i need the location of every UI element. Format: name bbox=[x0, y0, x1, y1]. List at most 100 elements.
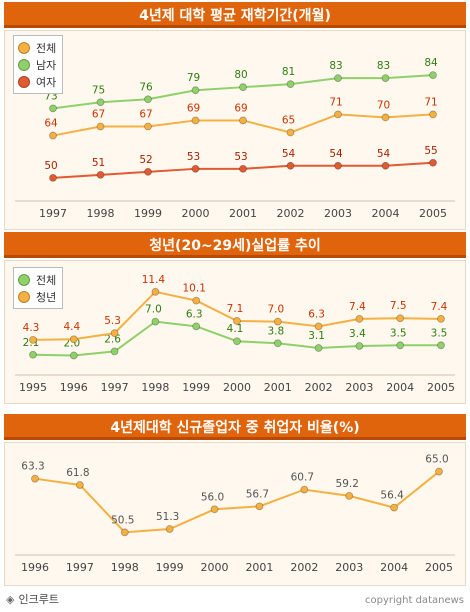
chart1-legend: 전체 남자 여자 bbox=[13, 35, 64, 94]
data-point bbox=[381, 74, 390, 83]
data-point bbox=[191, 164, 200, 173]
data-label: 7.0 bbox=[145, 304, 162, 316]
data-label: 69 bbox=[187, 102, 200, 114]
x-tick-label: 2000 bbox=[223, 381, 251, 394]
data-point bbox=[210, 505, 219, 514]
data-label: 53 bbox=[187, 151, 200, 163]
data-label: 69 bbox=[234, 102, 247, 114]
data-point bbox=[69, 351, 78, 360]
data-label: 53 bbox=[234, 151, 247, 163]
x-tick-label: 1997 bbox=[39, 207, 67, 220]
data-point bbox=[239, 164, 247, 173]
data-label: 71 bbox=[424, 96, 437, 108]
legend-dot-orange bbox=[18, 290, 30, 303]
data-label: 3.1 bbox=[308, 330, 325, 342]
data-point bbox=[396, 341, 405, 350]
chart2-legend: 전체 청년 bbox=[13, 267, 64, 309]
legend-label: 전체 bbox=[36, 273, 57, 287]
x-tick-label: 2005 bbox=[425, 561, 453, 574]
data-label: 61.8 bbox=[66, 467, 89, 479]
data-label: 7.5 bbox=[390, 300, 407, 312]
chart2-title-bar: 청년(20~29세)실업률 추이 bbox=[4, 232, 466, 258]
x-tick-label: 2003 bbox=[335, 561, 363, 574]
data-point bbox=[286, 161, 295, 170]
data-label: 4.1 bbox=[227, 323, 244, 335]
data-label: 7.1 bbox=[227, 303, 244, 315]
x-tick-label: 1996 bbox=[60, 381, 88, 394]
data-label: 51.3 bbox=[156, 511, 179, 523]
legend-dot-red bbox=[18, 75, 30, 88]
data-label: 67 bbox=[92, 108, 105, 120]
x-tick-label: 2002 bbox=[290, 561, 318, 574]
x-tick-label: 2002 bbox=[305, 381, 333, 394]
data-label: 52 bbox=[139, 154, 152, 166]
legend-label: 전체 bbox=[36, 41, 57, 55]
data-label: 56.7 bbox=[246, 488, 269, 500]
x-tick-label: 2000 bbox=[201, 561, 229, 574]
data-point bbox=[110, 329, 119, 338]
data-label: 4.4 bbox=[63, 321, 80, 333]
data-point bbox=[151, 317, 160, 326]
x-tick-label: 1999 bbox=[182, 381, 210, 394]
data-point bbox=[144, 95, 152, 104]
data-point bbox=[334, 74, 342, 83]
data-label: 65.0 bbox=[425, 454, 448, 466]
chart3-title-bar: 4년제대학 신규졸업자 중 취업자 비율(%) bbox=[4, 414, 466, 440]
x-tick-label: 2004 bbox=[386, 381, 414, 394]
data-point bbox=[273, 317, 282, 326]
chart3-panel: 1996 1997 1998 1999 2000 2001 2002 2003 2004 2005… bbox=[4, 442, 466, 586]
legend-item-male: 남자 bbox=[18, 56, 56, 73]
data-point bbox=[314, 344, 323, 352]
data-point bbox=[381, 161, 390, 170]
legend-label: 청년 bbox=[36, 290, 57, 304]
data-point bbox=[69, 335, 78, 344]
x-tick-label: 2001 bbox=[264, 381, 292, 394]
data-label: 3.5 bbox=[390, 327, 407, 339]
data-label: 63.3 bbox=[21, 461, 44, 473]
data-label: 3.8 bbox=[267, 325, 284, 337]
x-tick-label: 2001 bbox=[229, 207, 257, 220]
data-label: 7.0 bbox=[267, 304, 284, 316]
data-point bbox=[255, 502, 264, 511]
data-label: 50.5 bbox=[111, 514, 134, 526]
data-point bbox=[49, 173, 57, 182]
series-line bbox=[34, 470, 440, 534]
data-point bbox=[75, 481, 84, 489]
data-label: 80 bbox=[234, 69, 247, 81]
chart1-title-bar: 4년제 대학 평균 재학기간(개월) bbox=[4, 2, 466, 28]
x-tick-label: 1999 bbox=[156, 561, 184, 574]
data-label: 64 bbox=[44, 118, 58, 130]
data-point bbox=[429, 110, 437, 119]
data-point bbox=[96, 122, 105, 131]
x-tick-label: 2003 bbox=[345, 381, 373, 394]
x-tick-label: 2005 bbox=[427, 381, 455, 394]
data-label: 50 bbox=[44, 160, 57, 172]
data-label: 59.2 bbox=[336, 478, 359, 490]
chart1-title: 4년제 대학 평균 재학기간(개월) bbox=[139, 8, 331, 24]
data-point bbox=[192, 296, 201, 305]
data-point bbox=[96, 98, 105, 107]
data-point bbox=[429, 158, 437, 167]
x-tick-label: 1998 bbox=[141, 381, 169, 394]
chart1-panel: 1997 1998 1999 2000 2001 2002 2003 2004 2005 64 67… bbox=[4, 30, 466, 230]
data-point bbox=[144, 122, 152, 131]
data-point bbox=[345, 491, 354, 500]
data-label: 4.3 bbox=[23, 322, 40, 334]
legend-item-total: 전체 bbox=[18, 271, 56, 288]
data-point bbox=[390, 503, 399, 512]
x-tick-label: 1997 bbox=[66, 561, 94, 574]
legend-item-total: 전체 bbox=[18, 39, 56, 56]
data-point bbox=[334, 161, 342, 170]
data-point bbox=[239, 83, 247, 92]
x-tick-label: 1996 bbox=[21, 561, 49, 574]
legend-dot-orange bbox=[18, 41, 30, 54]
data-point bbox=[396, 314, 405, 323]
data-label: 55 bbox=[424, 145, 437, 157]
data-label: 76 bbox=[139, 81, 153, 93]
copyright-text: copyright datanews bbox=[365, 595, 464, 606]
data-label: 51 bbox=[92, 157, 105, 169]
data-label: 79 bbox=[187, 72, 200, 84]
data-point bbox=[286, 128, 295, 137]
data-label: 60.7 bbox=[291, 472, 314, 484]
data-label: 6.3 bbox=[186, 308, 203, 320]
